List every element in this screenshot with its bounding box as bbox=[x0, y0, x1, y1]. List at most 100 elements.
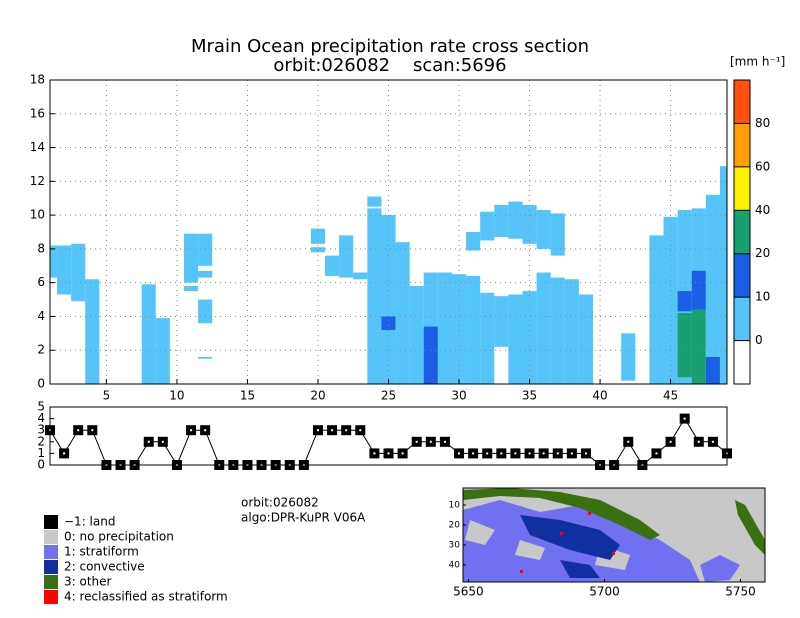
legend-swatch bbox=[44, 515, 58, 529]
rain-cell bbox=[564, 279, 579, 384]
colorbar-swatch bbox=[734, 210, 750, 254]
x-tick-label: 30 bbox=[451, 389, 466, 403]
map-pixel bbox=[612, 552, 615, 555]
map-frame bbox=[462, 487, 766, 583]
colorbar-swatch bbox=[734, 253, 750, 298]
legend-label: 0: no precipitation bbox=[64, 530, 174, 544]
y-tick-label: 2 bbox=[37, 343, 45, 357]
y-tick-label: 16 bbox=[30, 106, 45, 120]
colorbar-label: [mm h⁻¹] bbox=[730, 55, 785, 69]
marker-dot bbox=[401, 452, 404, 455]
map-region bbox=[700, 555, 740, 582]
colorbar-tick-label: 0 bbox=[755, 333, 763, 347]
rain-cell bbox=[437, 272, 452, 384]
marker-dot bbox=[486, 452, 489, 455]
map-pixel bbox=[520, 570, 523, 573]
colorbar-tick-label: 20 bbox=[755, 246, 770, 260]
marker-dot bbox=[415, 440, 418, 443]
colorbar-swatch bbox=[734, 123, 750, 167]
strip-frame bbox=[49, 406, 728, 466]
rain-cell bbox=[705, 356, 720, 384]
x-tick-label: 5 bbox=[103, 389, 111, 403]
legend-swatch bbox=[44, 530, 58, 544]
legend-swatch bbox=[44, 545, 58, 559]
y-tick-label: 10 bbox=[449, 501, 461, 511]
plot-frame bbox=[49, 79, 728, 385]
rain-cell bbox=[381, 215, 396, 384]
rain-cell bbox=[423, 326, 438, 384]
colorbar-tick-label: 60 bbox=[755, 159, 770, 173]
x-tick-label: 25 bbox=[381, 389, 396, 403]
map-pixel bbox=[588, 512, 591, 515]
chart-subtitle: orbit:026082 scan:5696 bbox=[273, 55, 506, 76]
rain-cell bbox=[310, 228, 326, 244]
rain-cell bbox=[50, 245, 58, 278]
legend-label: 2: convective bbox=[64, 560, 145, 574]
x-tick-label: 40 bbox=[592, 389, 607, 403]
chart-title: Mrain Ocean precipitation rate cross sec… bbox=[191, 36, 589, 57]
rain-cell bbox=[198, 299, 213, 324]
rain-cell bbox=[536, 272, 551, 384]
colorbar-tick-label: 10 bbox=[755, 290, 770, 304]
marker-dot bbox=[345, 429, 348, 432]
legend-swatch bbox=[44, 575, 58, 589]
rain-cell bbox=[57, 245, 72, 295]
y-tick-label: 10 bbox=[30, 208, 45, 222]
marker-dot bbox=[472, 452, 475, 455]
y-tick-label: 0 bbox=[37, 458, 45, 472]
marker-dot bbox=[669, 440, 672, 443]
y-tick-label: 5 bbox=[37, 400, 45, 414]
map-region bbox=[520, 515, 620, 578]
marker-dot bbox=[63, 452, 66, 455]
rain-cell bbox=[367, 208, 382, 384]
map-region bbox=[735, 500, 765, 555]
rain-cell bbox=[649, 235, 664, 384]
marker-dot bbox=[711, 440, 714, 443]
y-tick-label: 14 bbox=[30, 140, 45, 154]
x-tick-label: 5750 bbox=[725, 585, 756, 599]
rain-cell bbox=[480, 292, 495, 384]
colorbar-tick-label: 80 bbox=[755, 116, 770, 130]
marker-dot bbox=[316, 429, 319, 432]
y-tick-label: 8 bbox=[37, 241, 45, 255]
legend-label: 3: other bbox=[64, 575, 112, 589]
map-region bbox=[463, 488, 660, 540]
rain-cell bbox=[480, 211, 495, 241]
y-tick-label: 6 bbox=[37, 275, 45, 289]
legend-label: −1: land bbox=[64, 515, 115, 529]
rain-cell bbox=[183, 233, 199, 283]
marker-dot bbox=[528, 452, 531, 455]
x-tick-label: 15 bbox=[240, 389, 255, 403]
y-tick-label: 12 bbox=[30, 174, 45, 188]
legend-swatch bbox=[44, 590, 58, 604]
rain-cell bbox=[550, 213, 565, 256]
rain-cell bbox=[677, 291, 692, 312]
rain-cell bbox=[508, 294, 523, 384]
rain-cell bbox=[85, 279, 100, 384]
rain-cell bbox=[339, 235, 354, 278]
rain-cell bbox=[395, 242, 410, 384]
rain-cell bbox=[677, 313, 692, 378]
marker-dot bbox=[190, 429, 193, 432]
x-tick-label: 45 bbox=[663, 389, 678, 403]
rain-cell bbox=[198, 270, 213, 278]
colorbar-swatch bbox=[734, 340, 750, 384]
marker-dot bbox=[359, 429, 362, 432]
rain-cell bbox=[409, 286, 424, 384]
rain-cell bbox=[691, 270, 706, 310]
rain-cell bbox=[325, 255, 340, 276]
marker-dot bbox=[147, 440, 150, 443]
y-tick-label: 30 bbox=[449, 541, 461, 551]
marker-dot bbox=[373, 452, 376, 455]
y-tick-label: 2 bbox=[37, 434, 45, 448]
rain-cell bbox=[466, 275, 481, 384]
marker-dot bbox=[570, 452, 573, 455]
marker-dot bbox=[655, 452, 658, 455]
x-tick-label: 20 bbox=[310, 389, 325, 403]
rain-cell bbox=[198, 233, 213, 266]
marker-dot bbox=[387, 452, 390, 455]
info-text: orbit:026082 bbox=[241, 496, 319, 510]
rain-cell bbox=[353, 272, 368, 280]
rain-cell bbox=[522, 291, 537, 384]
rain-cell bbox=[691, 309, 706, 384]
